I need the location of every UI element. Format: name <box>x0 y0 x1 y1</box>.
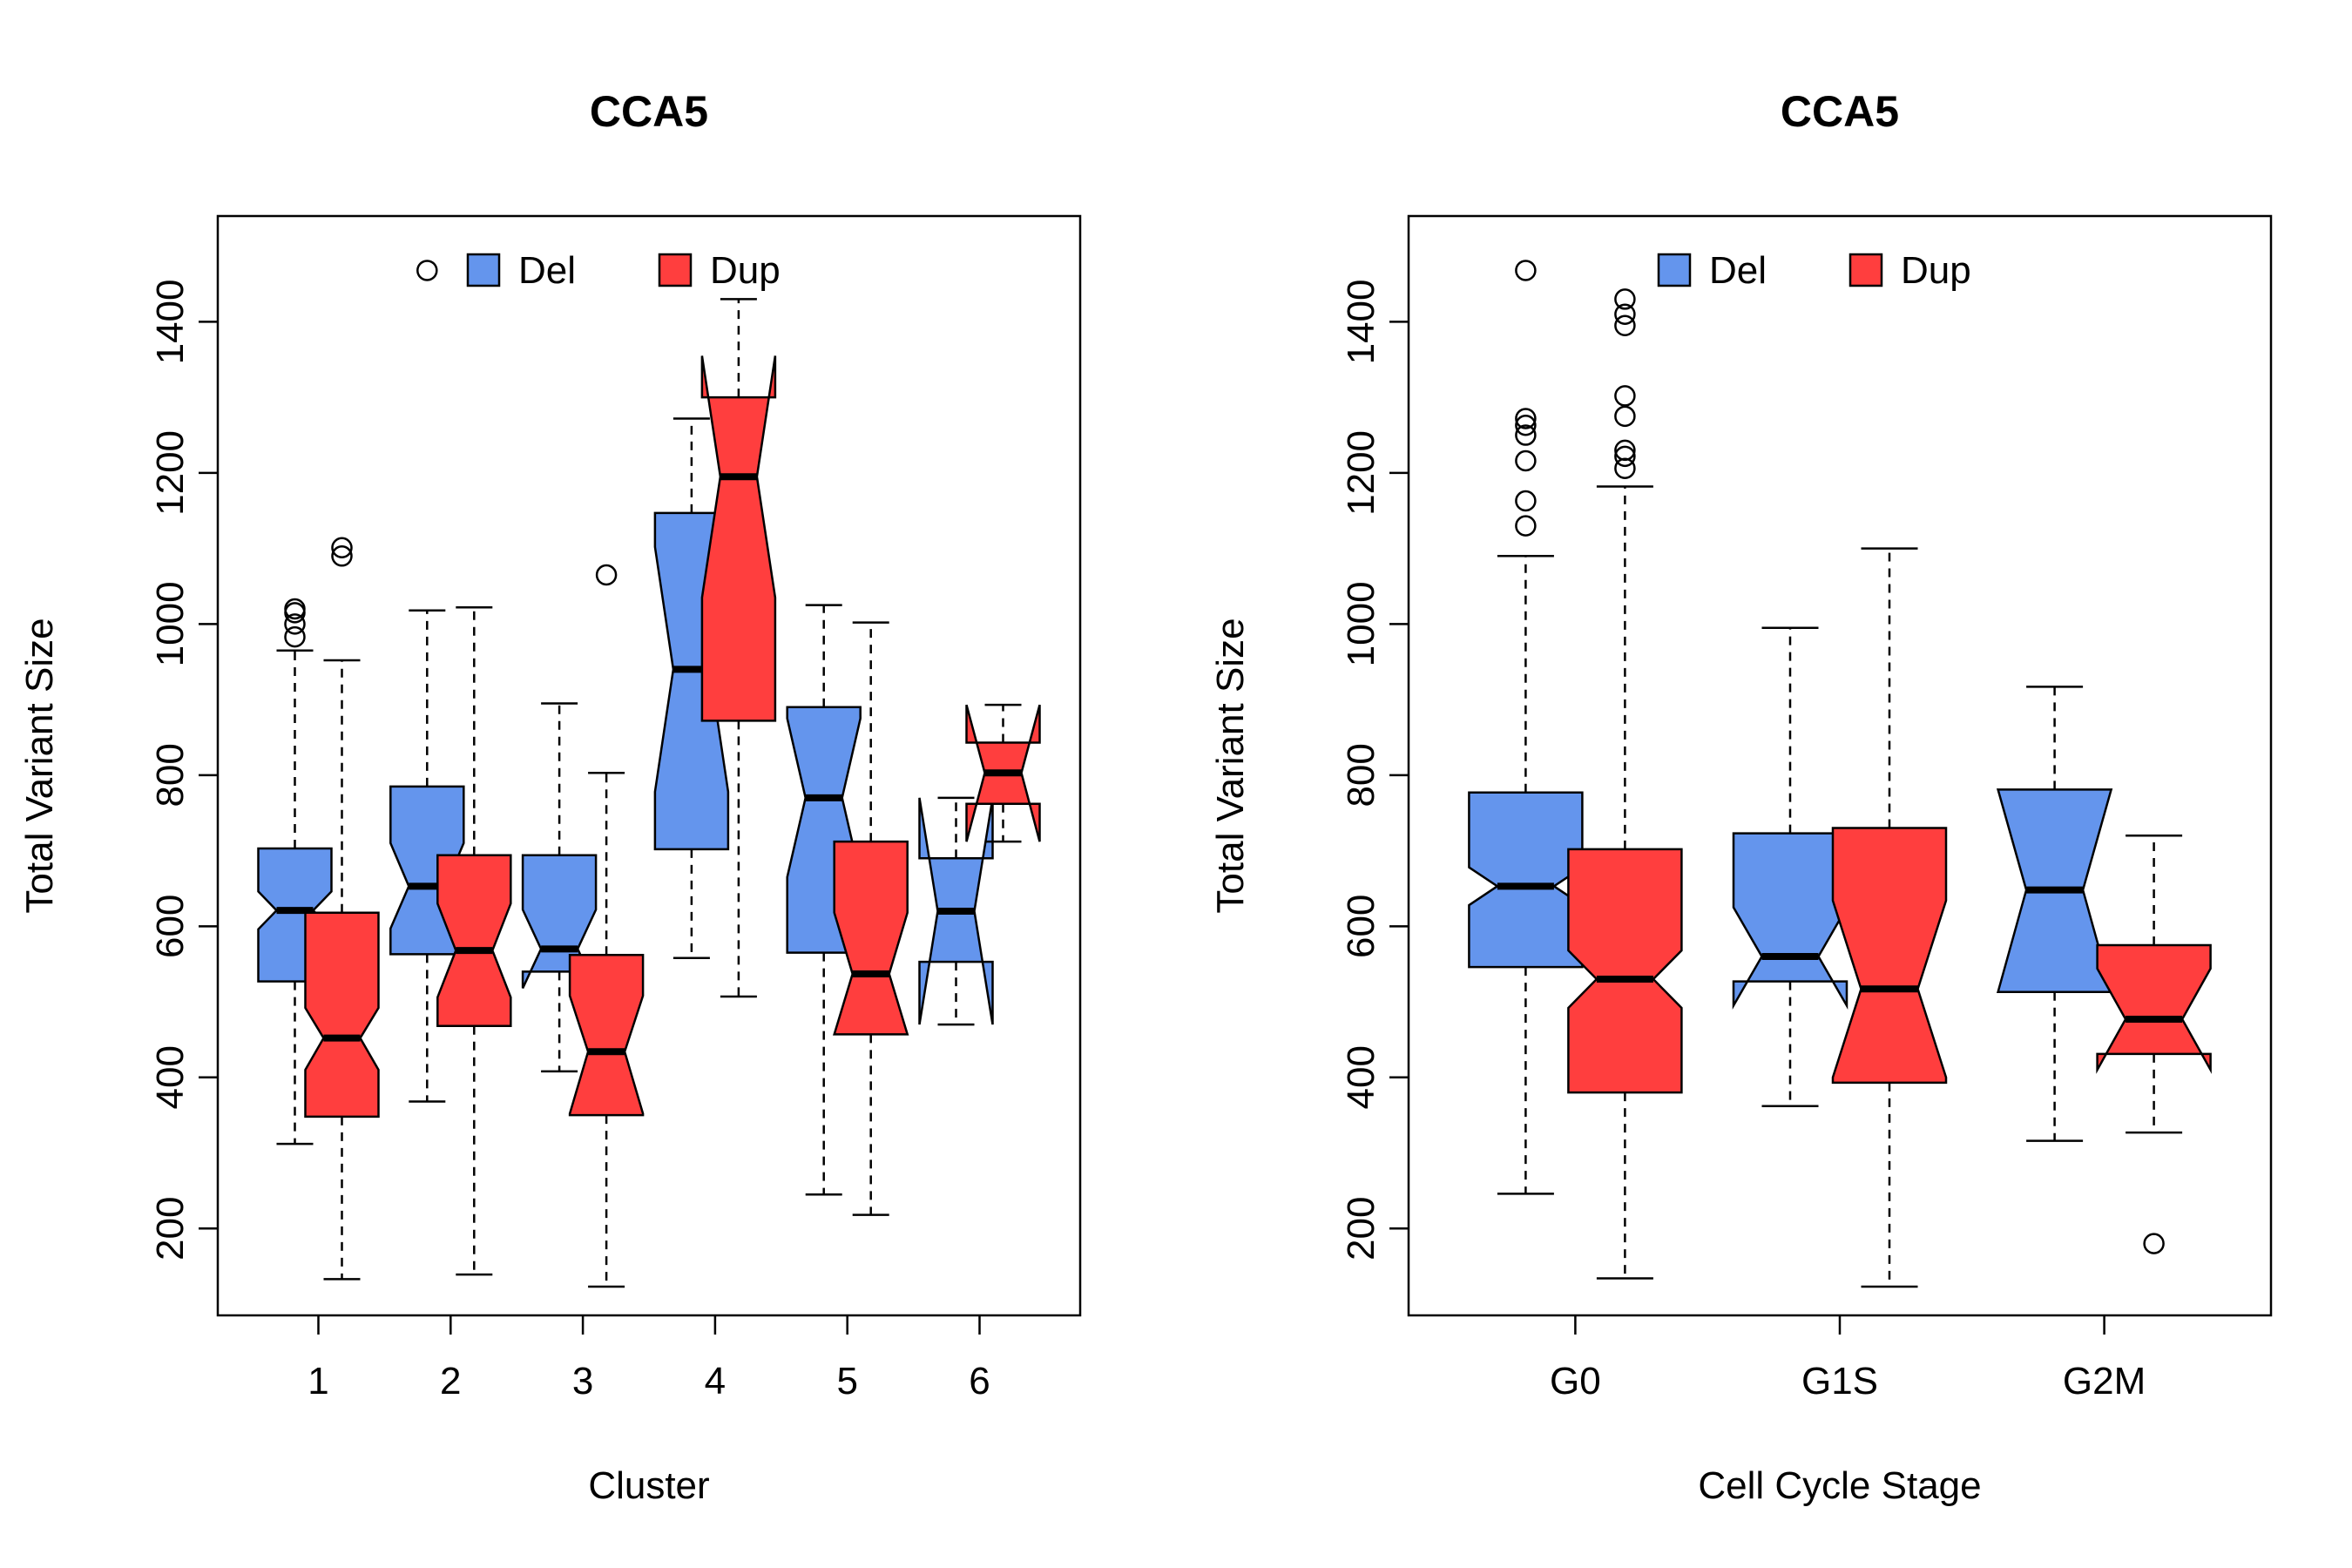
series-del <box>1468 260 2113 1195</box>
series-dup <box>1567 288 2212 1288</box>
outlier-point <box>1614 439 1636 462</box>
outlier-point <box>1614 445 1636 468</box>
legend-label-del: Del <box>518 249 576 292</box>
outlier-point <box>1614 385 1636 407</box>
series-dup <box>304 298 1041 1288</box>
x-tick-label: 6 <box>969 1360 990 1402</box>
legend-swatch-dup <box>658 253 693 287</box>
y-tick-label: 600 <box>149 895 192 958</box>
legend-label-dup: Dup <box>710 249 781 292</box>
y-tick-label: 1400 <box>149 279 192 364</box>
x-axis-label: Cell Cycle Stage <box>1698 1464 1981 1507</box>
box-del <box>1468 791 1584 969</box>
y-tick-label: 1000 <box>149 581 192 666</box>
outlier-point <box>1515 449 1537 472</box>
outlier-point <box>1515 415 1537 436</box>
panel-cell-cycle: CCA5 200 400 600 800 1000 1200 1400 Total Varian… <box>1209 87 2273 1507</box>
plot-area <box>216 214 1082 1317</box>
legend-swatch-dup <box>1848 253 1883 287</box>
legend: Del Dup <box>1657 249 1971 292</box>
y-tick-label: 200 <box>1340 1197 1382 1260</box>
outlier-point <box>1515 424 1537 446</box>
y-tick-label: 600 <box>1340 895 1382 958</box>
y-tick-label: 800 <box>149 743 192 807</box>
outlier-point <box>284 613 306 635</box>
chart-title: CCA5 <box>590 87 708 136</box>
outlier-point <box>1515 260 1537 281</box>
x-tick-label: 2 <box>440 1360 461 1402</box>
legend-label-del: Del <box>1709 249 1767 292</box>
y-tick-label: 200 <box>149 1197 192 1260</box>
x-tick-label: G2M <box>2063 1360 2146 1402</box>
legend-label-dup: Dup <box>1901 249 1971 292</box>
x-tick-label: 5 <box>836 1360 857 1402</box>
legend: Del Dup <box>466 249 781 292</box>
y-tick-label: 1200 <box>149 430 192 516</box>
y-tick-label: 800 <box>1340 743 1382 807</box>
y-tick-label: 400 <box>149 1045 192 1109</box>
y-tick-label: 1400 <box>1340 279 1382 364</box>
box-dup <box>833 840 909 1036</box>
y-tick-label: 1000 <box>1340 581 1382 666</box>
outlier-point <box>2143 1233 2165 1254</box>
outlier-point <box>1515 408 1537 429</box>
box-dup <box>1831 827 1948 1085</box>
box-dup <box>700 355 777 722</box>
box-del <box>1732 832 1848 1010</box>
box-dup <box>1567 848 1683 1094</box>
y-tick-label: 400 <box>1340 1045 1382 1109</box>
y-axis-label: Total Variant Size <box>18 618 61 913</box>
outlier-point <box>1614 405 1636 428</box>
box-dup <box>568 954 645 1117</box>
x-tick-label: G1S <box>1801 1360 1878 1402</box>
outlier-point <box>595 564 618 586</box>
outlier-point <box>1515 515 1537 537</box>
x-tick-label: G0 <box>1550 1360 1601 1402</box>
plot-frame <box>1407 214 2273 1317</box>
outlier-point <box>416 260 438 281</box>
outlier-point <box>1614 314 1636 337</box>
outlier-point <box>1515 490 1537 512</box>
outlier-point <box>1614 303 1636 326</box>
panel-clusters: CCA5 200 400 600 800 1000 1200 1400 Total Varian… <box>18 87 1082 1507</box>
box-dup <box>304 911 380 1119</box>
box-dup <box>436 854 512 1028</box>
x-tick-label: 3 <box>572 1360 593 1402</box>
box-dup <box>2096 943 2212 1074</box>
outlier-point <box>284 625 306 648</box>
plot-area <box>1407 214 2273 1317</box>
y-axis-label: Total Variant Size <box>1209 618 1252 913</box>
legend-swatch-del <box>466 253 501 287</box>
x-tick-label: 1 <box>308 1360 328 1402</box>
outlier-point <box>1614 288 1636 310</box>
outlier-point <box>331 537 353 559</box>
outlier-point <box>331 545 353 567</box>
outlier-point <box>284 598 306 620</box>
y-tick-label: 1200 <box>1340 430 1382 516</box>
x-tick-label: 4 <box>705 1360 726 1402</box>
legend-swatch-del <box>1657 253 1692 287</box>
chart-title: CCA5 <box>1781 87 1899 136</box>
x-axis-label: Cluster <box>588 1464 709 1507</box>
plot-frame <box>216 214 1082 1317</box>
